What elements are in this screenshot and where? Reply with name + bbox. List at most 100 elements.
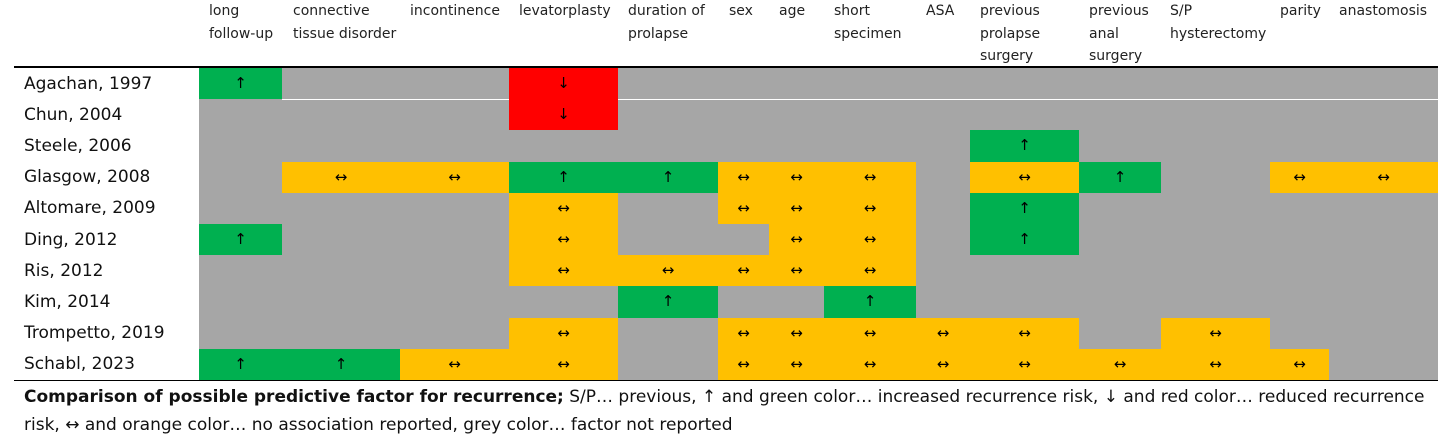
study-label: Trompetto, 2019 [24, 323, 165, 344]
study-label: Schabl, 2023 [24, 354, 135, 375]
factor-cell [199, 192, 282, 225]
no-association-arrow-icon: ↔ [1018, 323, 1031, 342]
table-caption: Comparison of possible predictive factor… [24, 383, 1434, 439]
factor-cell: ↑ [970, 192, 1079, 225]
factor-cell [1161, 68, 1270, 100]
factor-cell [970, 99, 1079, 131]
no-association-arrow-icon: ↔ [790, 323, 803, 342]
study-label: Ding, 2012 [24, 229, 118, 250]
factor-cell [618, 224, 718, 256]
factor-cell [1079, 286, 1161, 319]
factor-cell [282, 68, 400, 100]
column-header: duration of prolapse [628, 3, 705, 42]
column-header: previous anal surgery [1089, 3, 1149, 64]
up-arrow-icon: ↑ [234, 230, 247, 248]
factor-cell: ↔ [916, 348, 970, 381]
factor-cell [1161, 255, 1270, 287]
factor-cell [916, 99, 970, 131]
factor-cell [1270, 317, 1329, 350]
factor-cell: ↔ [824, 161, 916, 194]
factor-cell [1079, 224, 1161, 256]
up-arrow-icon: ↑ [661, 167, 675, 186]
caption-bold: Comparison of possible predictive factor… [24, 387, 564, 407]
no-association-arrow-icon: ↔ [1209, 354, 1222, 373]
factor-cell [1270, 224, 1329, 256]
factor-cell: ↔ [824, 192, 916, 225]
factor-cell: ↔ [1161, 348, 1270, 381]
factor-cell: ↔ [1270, 348, 1329, 381]
no-association-arrow-icon: ↔ [790, 167, 803, 186]
caption-text: S/P… previous, ↑ and green color… increa… [24, 387, 1425, 435]
study-label: Kim, 2014 [24, 291, 111, 312]
factor-cell [618, 99, 718, 131]
factor-cell [400, 255, 509, 287]
factor-cell: ↔ [769, 192, 824, 225]
factor-cell [618, 317, 718, 350]
no-association-arrow-icon: ↔ [863, 198, 877, 217]
factor-cell [199, 99, 282, 131]
factor-cell [282, 99, 400, 131]
factor-cell [400, 99, 509, 131]
factor-cell [282, 286, 400, 319]
factor-cell: ↓ [509, 68, 618, 100]
factor-cell [618, 192, 718, 225]
up-arrow-icon: ↑ [1018, 230, 1031, 248]
factor-cell [718, 286, 769, 319]
factor-cell [1329, 130, 1438, 163]
factor-cell [970, 286, 1079, 319]
study-label: Steele, 2006 [24, 135, 132, 156]
study-label: Ris, 2012 [24, 260, 104, 281]
factor-cell: ↔ [824, 255, 916, 287]
factor-cell: ↔ [509, 192, 618, 225]
factor-cell: ↑ [199, 348, 282, 381]
no-association-arrow-icon: ↔ [936, 323, 950, 342]
factor-cell [1079, 130, 1161, 163]
factor-cell [718, 99, 769, 131]
factor-cell [400, 286, 509, 319]
factor-cell [509, 286, 618, 319]
row-separator [618, 98, 1438, 100]
factor-cell: ↔ [1329, 161, 1438, 194]
factor-cell: ↔ [916, 317, 970, 350]
study-label: Altomare, 2009 [24, 198, 156, 219]
factor-cell: ↔ [824, 317, 916, 350]
factor-cell [1270, 99, 1329, 131]
factor-cell: ↔ [1161, 317, 1270, 350]
factor-cell [400, 192, 509, 225]
factor-cell: ↑ [509, 161, 618, 194]
factor-cell [199, 161, 282, 194]
factor-cell [718, 224, 769, 256]
factor-cell [1079, 68, 1161, 100]
no-association-arrow-icon: ↔ [1018, 167, 1031, 186]
factor-cell: ↔ [769, 348, 824, 381]
no-association-arrow-icon: ↔ [557, 323, 570, 342]
up-arrow-icon: ↑ [1018, 136, 1031, 155]
factor-cell: ↔ [509, 348, 618, 381]
no-association-arrow-icon: ↔ [737, 167, 750, 186]
down-arrow-icon: ↓ [557, 74, 570, 92]
column-header: long follow-up [209, 3, 274, 42]
factor-cell: ↔ [769, 317, 824, 350]
factor-cell [916, 130, 970, 163]
factor-cell: ↑ [199, 68, 282, 100]
factor-cell [1270, 255, 1329, 287]
factor-cell [618, 130, 718, 163]
factor-cell: ↔ [970, 317, 1079, 350]
down-arrow-icon: ↓ [557, 105, 570, 124]
factor-cell: ↔ [718, 317, 769, 350]
factor-cell: ↑ [199, 224, 282, 256]
no-association-arrow-icon: ↔ [863, 261, 877, 280]
no-association-arrow-icon: ↔ [448, 354, 461, 373]
up-arrow-icon: ↑ [334, 354, 348, 373]
factor-cell [1161, 161, 1270, 194]
factor-cell [199, 255, 282, 287]
factor-cell: ↔ [769, 161, 824, 194]
factor-cell [1270, 286, 1329, 319]
factor-cell: ↔ [509, 317, 618, 350]
factor-cell: ↔ [970, 348, 1079, 381]
factor-cell [769, 130, 824, 163]
factor-cell [1270, 130, 1329, 163]
factor-cell: ↔ [1270, 161, 1329, 194]
factor-cell [282, 255, 400, 287]
no-association-arrow-icon: ↔ [557, 261, 570, 280]
